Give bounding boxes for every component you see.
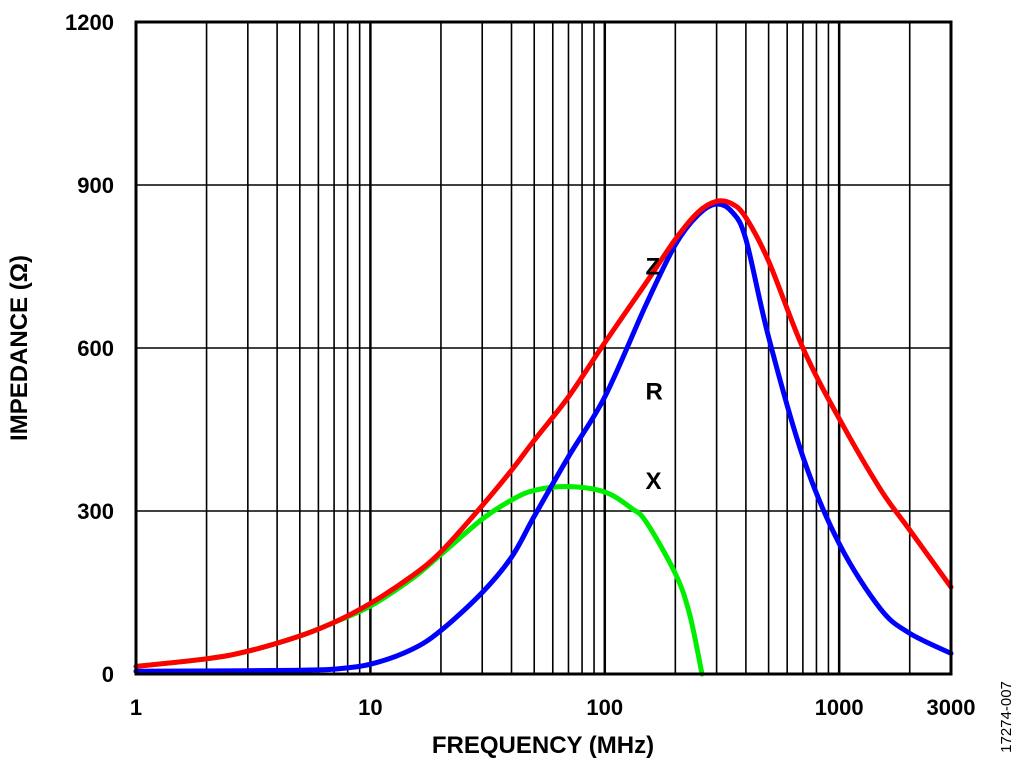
figure-id-label: 17274-007 [998, 681, 1015, 753]
y-tick-label: 300 [77, 499, 114, 524]
curves [133, 198, 954, 677]
x-tick-label: 100 [586, 695, 623, 720]
x-axis-title: FREQUENCY (MHz) [432, 732, 654, 759]
y-tick-label: 900 [77, 173, 114, 198]
x-tick-label: 10 [358, 695, 382, 720]
grid [136, 22, 951, 674]
series-line-z [133, 198, 954, 669]
series-labels: Z R X [645, 254, 662, 496]
series-label-z: Z [645, 254, 660, 281]
series-label-r: R [645, 378, 662, 405]
x-tick-label: 1 [130, 695, 142, 720]
y-axis-title: IMPEDANCE (Ω) [6, 255, 33, 441]
x-tick-label: 1000 [815, 695, 864, 720]
series-line-r [133, 201, 954, 674]
y-tick-label: 600 [77, 336, 114, 361]
y-tick-label: 1200 [65, 10, 114, 35]
tick-labels: 1 10 100 1000 3000 0 300 600 900 1200 [65, 10, 975, 720]
x-tick-label: 3000 [927, 695, 976, 720]
y-tick-label: 0 [102, 662, 114, 687]
plot-frame [134, 20, 953, 676]
series-label-x: X [645, 468, 661, 495]
